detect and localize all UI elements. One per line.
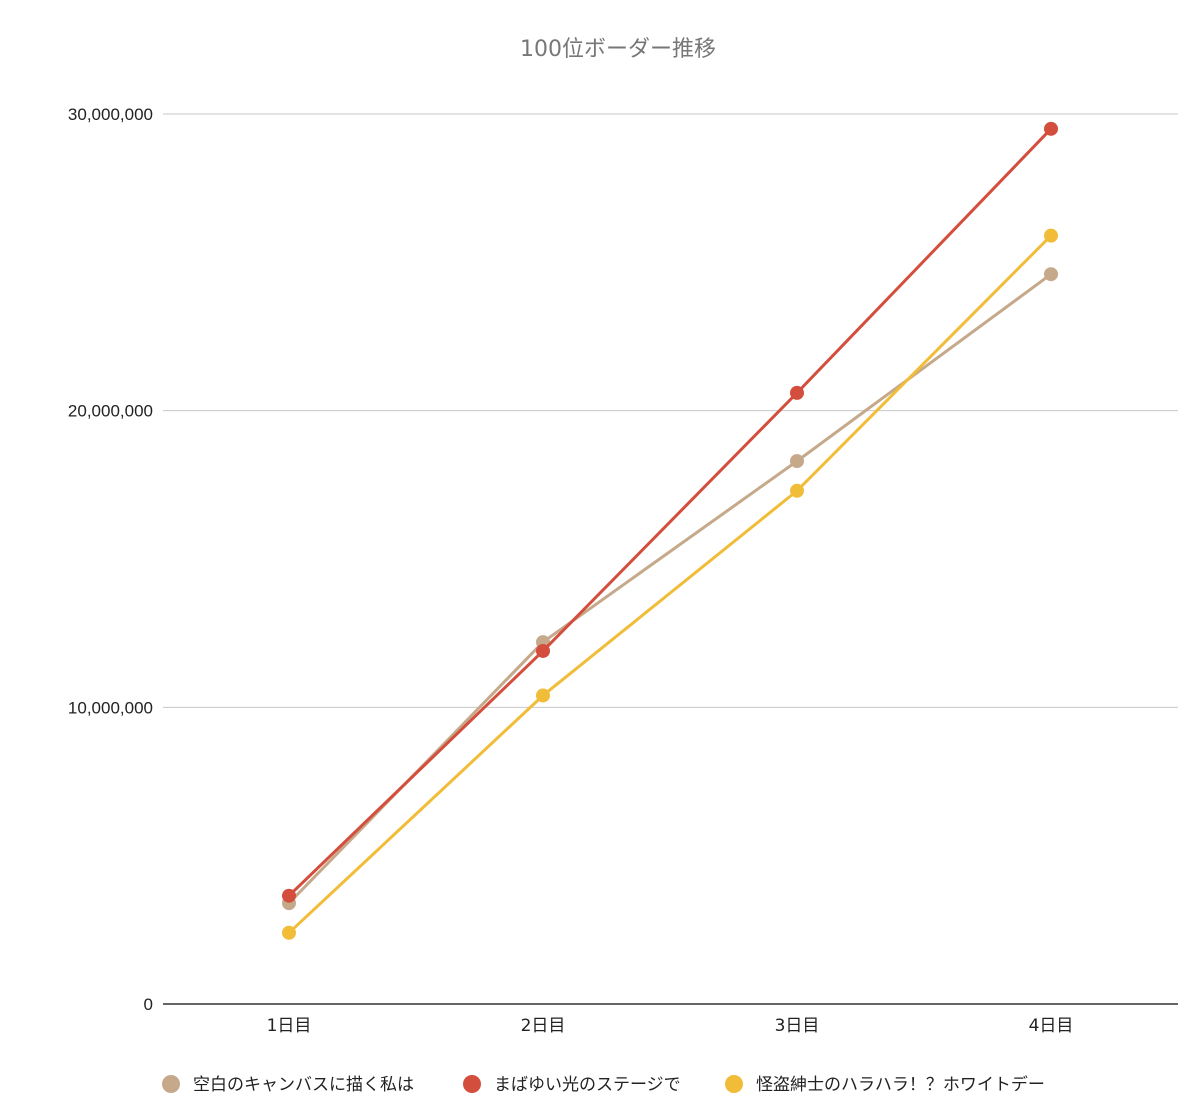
legend-swatch [725, 1075, 743, 1093]
x-tick-label: 2日目 [521, 1016, 566, 1036]
legend-item: 怪盗紳士のハラハラ！？ホワイトデー [725, 1074, 1045, 1095]
x-axis-ticks: 1日目 2日目 3日目 4日目 [267, 1016, 1074, 1036]
legend-label: 空白のキャンバスに描く私は [193, 1075, 414, 1095]
legend-swatch [463, 1075, 481, 1093]
data-point [282, 925, 296, 940]
legend-item: 空白のキャンバスに描く私は [162, 1075, 414, 1095]
y-tick-label: 10,000,000 [68, 698, 153, 717]
legend: 空白のキャンバスに描く私は まばゆい光のステージで 怪盗紳士のハラハラ！？ホワイトデ… [162, 1074, 1045, 1095]
y-tick-label: 20,000,000 [68, 402, 153, 421]
series-3 [282, 228, 1058, 940]
series-line [287, 234, 1053, 934]
legend-label: まばゆい光のステージで [494, 1075, 681, 1095]
series-1 [282, 267, 1058, 911]
y-axis-ticks: 0 10,000,000 20,000,000 30,000,000 [68, 105, 153, 1014]
data-point [790, 483, 804, 498]
data-point [1044, 228, 1058, 243]
x-tick-label: 3日目 [775, 1016, 820, 1036]
chart-title: 100位ボーダー推移 [520, 37, 716, 62]
data-point [282, 888, 296, 903]
x-tick-label: 1日目 [267, 1016, 312, 1036]
legend-item: まばゆい光のステージで [463, 1075, 681, 1095]
data-point [790, 454, 804, 469]
data-point [1044, 267, 1058, 282]
data-point [1044, 121, 1058, 136]
series-line [287, 127, 1053, 897]
data-point [790, 385, 804, 400]
legend-swatch [162, 1075, 180, 1093]
x-tick-label: 4日目 [1029, 1016, 1074, 1036]
series-lines [282, 121, 1058, 940]
series-2 [282, 121, 1058, 903]
gridlines [163, 113, 1178, 1005]
series-line [287, 272, 1052, 905]
data-point [536, 688, 550, 703]
data-point [536, 643, 550, 658]
y-tick-label: 0 [144, 995, 153, 1014]
y-tick-label: 30,000,000 [68, 105, 153, 124]
legend-label: 怪盗紳士のハラハラ！？ホワイトデー [756, 1074, 1045, 1095]
